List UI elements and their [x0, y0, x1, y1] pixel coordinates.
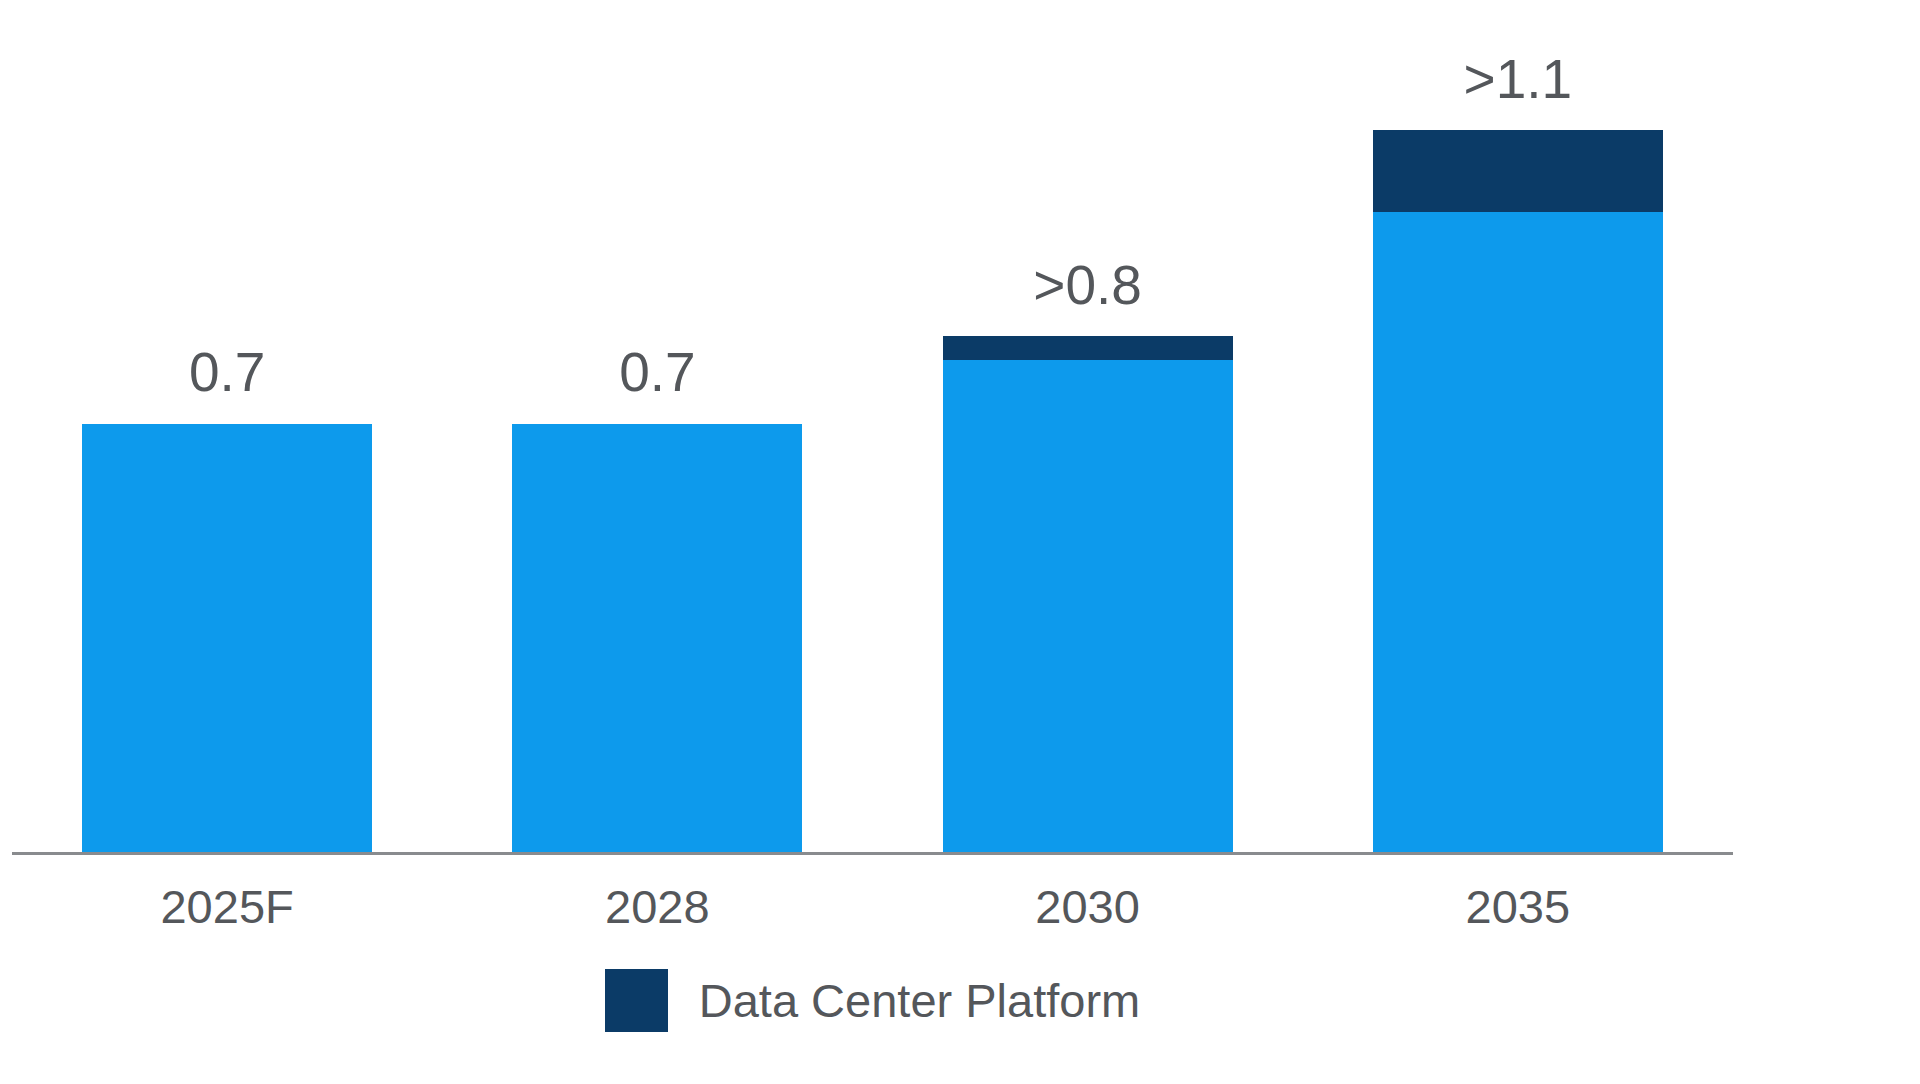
x-axis-label-2035: 2035 [1303, 879, 1733, 934]
bar-value-label: 0.7 [619, 342, 695, 403]
x-axis-label-2030: 2030 [873, 879, 1303, 934]
legend: Data Center Platform [12, 969, 1733, 1032]
bar-value-label: >1.1 [1464, 49, 1573, 110]
bar-group-2030: >0.8 [873, 0, 1303, 853]
bar-segment-data-center-platform [943, 336, 1233, 359]
legend-swatch-icon [605, 969, 668, 1032]
bar-segment-data-center-platform [1373, 130, 1663, 212]
bar-segment-base [943, 360, 1233, 853]
x-axis-line [12, 852, 1733, 855]
plot-area: 0.7 0.7 >0.8 >1.1 [12, 0, 1733, 853]
legend-label: Data Center Platform [699, 973, 1140, 1028]
bar-value-label: >0.8 [1033, 255, 1142, 316]
x-axis-label-2025f: 2025F [12, 879, 442, 934]
x-axis-label-2028: 2028 [442, 879, 872, 934]
bar-group-2025f: 0.7 [12, 0, 442, 853]
bar-segment-base [512, 424, 802, 853]
bar-value-label: 0.7 [189, 342, 265, 403]
bar-segment-base [1373, 212, 1663, 853]
bar-group-2035: >1.1 [1303, 0, 1733, 853]
bar-group-2028: 0.7 [442, 0, 872, 853]
bar-segment-base [82, 424, 372, 853]
stacked-bar-chart: 0.7 0.7 >0.8 >1.1 2025F202820302035 Data Ce… [0, 0, 1920, 1084]
x-axis-labels: 2025F202820302035 [12, 879, 1733, 934]
